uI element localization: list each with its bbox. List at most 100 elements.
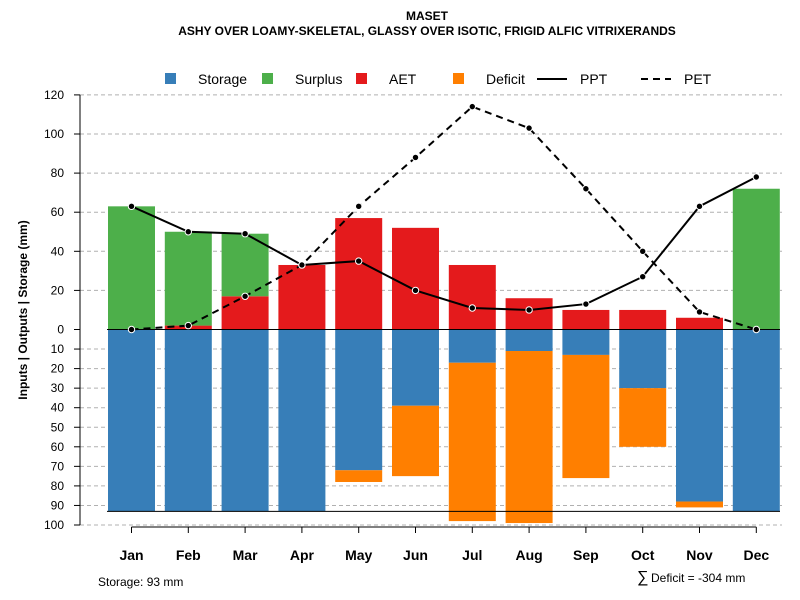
bar-aet — [278, 264, 326, 330]
x-tick-label: Mar — [233, 547, 258, 563]
chart-title: MASET — [406, 9, 449, 23]
pet-point — [298, 261, 306, 269]
bar-storage — [278, 329, 326, 512]
y-tick-label: 50 — [51, 420, 65, 434]
ppt-point — [695, 202, 704, 211]
bar-surplus — [164, 231, 212, 326]
pet-point — [241, 292, 249, 300]
pet-point — [468, 102, 476, 111]
y-tick-label: 20 — [51, 362, 65, 376]
bar-aet — [392, 227, 439, 330]
legend-label-storage: Storage — [198, 71, 247, 87]
pet-point — [411, 153, 420, 162]
bar-surplus — [108, 206, 155, 330]
y-tick-label: 100 — [44, 518, 64, 532]
legend-swatch-deficit — [453, 73, 464, 84]
bar-aet — [619, 309, 667, 330]
bar-storage — [221, 329, 269, 512]
ppt-point — [241, 230, 249, 238]
x-tick-label: Nov — [686, 547, 713, 563]
pet-point — [127, 325, 136, 334]
ppt-point — [355, 257, 363, 265]
x-tick-label: Oct — [631, 547, 655, 563]
bar-deficit — [392, 405, 439, 477]
bar-storage — [505, 329, 553, 352]
legend: Storage Surplus AET Deficit PPT PET — [165, 71, 712, 87]
x-tick-label: Sep — [573, 547, 599, 563]
legend-label-pet: PET — [684, 71, 712, 87]
y-tick-label: 100 — [44, 127, 64, 141]
bar-surplus — [732, 188, 780, 330]
legend-swatch-storage — [165, 73, 176, 84]
y-tick-label: 60 — [51, 205, 65, 219]
y-tick-label: 80 — [51, 479, 65, 493]
pet-point — [355, 202, 363, 211]
ppt-point — [184, 228, 193, 236]
pet-point — [639, 247, 647, 256]
ppt-point — [752, 173, 760, 181]
footer-deficit: Deficit = -304 mm — [651, 571, 745, 585]
bar-surplus — [221, 233, 269, 297]
y-tick-label: 30 — [51, 381, 65, 395]
y-tick-label: 20 — [51, 283, 65, 297]
legend-swatch-surplus — [262, 73, 273, 84]
pet-point — [525, 124, 533, 132]
bars — [108, 188, 780, 524]
bar-deficit — [448, 362, 496, 522]
pet-point — [184, 321, 193, 330]
bar-aet — [448, 264, 496, 330]
bar-deficit — [562, 354, 610, 479]
y-tick-label: 80 — [51, 166, 65, 180]
pet-point — [752, 325, 760, 334]
bar-storage — [562, 329, 610, 355]
bar-storage — [164, 329, 212, 512]
ppt-line — [131, 176, 757, 311]
bar-aet — [676, 317, 723, 330]
bar-deficit — [505, 351, 553, 524]
bar-storage — [448, 329, 496, 363]
y-tick-label: 10 — [51, 342, 65, 356]
x-tick-label: Jun — [403, 547, 428, 563]
ppt-point — [468, 304, 476, 312]
bar-storage — [676, 329, 723, 502]
ppt-point — [639, 273, 647, 281]
bar-storage — [619, 329, 667, 389]
x-tick-label: Feb — [176, 547, 201, 563]
y-tick-label: 70 — [51, 459, 65, 473]
ppt-point — [127, 202, 136, 211]
sum-symbol: ∑ — [637, 569, 648, 586]
chart-subtitle: ASHY OVER LOAMY-SKELETAL, GLASSY OVER IS… — [178, 24, 676, 38]
ppt-point — [411, 286, 420, 295]
bar-storage — [732, 329, 780, 512]
bar-aet — [335, 218, 383, 330]
bar-deficit — [335, 470, 383, 482]
y-tick-label: 60 — [51, 440, 65, 454]
bar-deficit — [676, 501, 723, 508]
pet-point — [695, 308, 704, 316]
x-tick-label: Dec — [743, 547, 769, 563]
y-tick-label: 0 — [57, 323, 64, 337]
pet-line — [131, 105, 757, 331]
bar-aet — [221, 296, 269, 330]
legend-label-surplus: Surplus — [295, 71, 342, 87]
x-tick-label: Apr — [290, 547, 315, 563]
y-tick-label: 120 — [44, 88, 64, 102]
bar-storage — [392, 329, 439, 406]
legend-label-ppt: PPT — [580, 71, 608, 87]
x-tick-label: Aug — [515, 547, 542, 563]
ppt-point — [525, 306, 533, 314]
legend-label-aet: AET — [389, 71, 417, 87]
bar-storage — [335, 329, 383, 471]
bar-aet — [505, 298, 553, 330]
legend-label-deficit: Deficit — [486, 71, 525, 87]
x-tick-label: Jan — [119, 547, 143, 563]
footer-storage: Storage: 93 mm — [98, 575, 183, 589]
axes: 0 20 40 60 80 100 120 10 20 30 40 50 60 70 80 90 100 Jan F… — [44, 88, 780, 563]
bar-storage — [108, 329, 155, 512]
x-tick-label: Jul — [462, 547, 482, 563]
ppt-point — [582, 300, 590, 308]
bar-deficit — [619, 388, 667, 447]
y-axis-label: Inputs | Outputs | Storage (mm) — [16, 220, 30, 399]
pet-point — [582, 185, 590, 193]
